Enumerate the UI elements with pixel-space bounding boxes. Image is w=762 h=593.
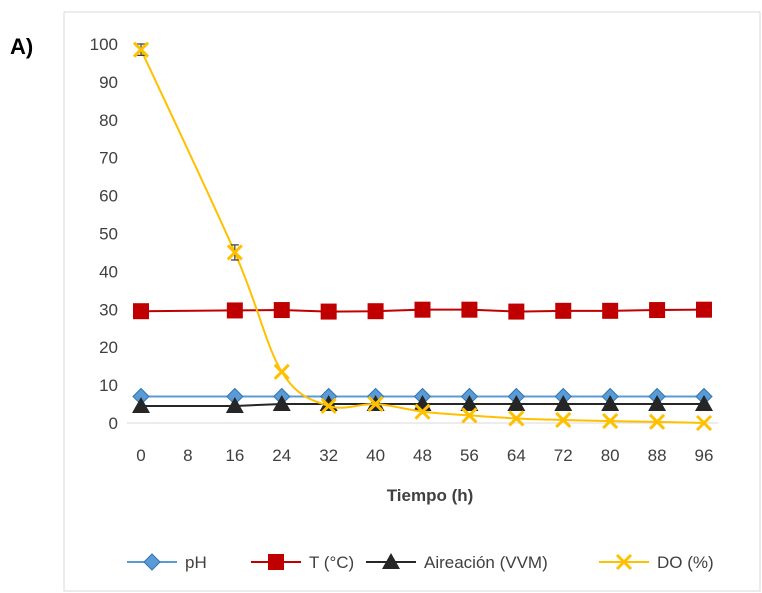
y-tick-label: 60 — [99, 187, 118, 206]
panel-label: A) — [10, 34, 33, 59]
legend-swatch-marker — [143, 553, 161, 571]
data-point — [555, 302, 572, 319]
data-point — [648, 395, 667, 412]
y-tick-label: 50 — [99, 225, 118, 244]
x-axis-title: Tiempo (h) — [387, 486, 474, 505]
x-tick-label: 80 — [601, 446, 620, 465]
data-point — [414, 301, 431, 318]
legend-item: DO (%) — [599, 553, 714, 572]
series-3 — [132, 41, 713, 432]
y-tick-label: 10 — [99, 376, 118, 395]
x-axis-ticks: 0 8 16 24 32 40 48 56 64 72 80 88 96 — [136, 446, 713, 465]
legend-label: DO (%) — [657, 553, 714, 572]
data-point — [507, 395, 526, 412]
legend-label: T (°C) — [309, 553, 354, 572]
legend-item: T (°C) — [251, 553, 354, 572]
data-point — [225, 396, 244, 413]
data-point — [132, 41, 150, 58]
y-tick-label: 100 — [90, 35, 118, 54]
data-point — [696, 301, 712, 318]
data-point — [649, 413, 666, 430]
data-point — [554, 395, 573, 412]
legend-swatch-marker — [615, 553, 633, 571]
data-point — [602, 302, 619, 319]
data-point — [460, 395, 479, 412]
data-point — [508, 410, 525, 427]
legend-item: Aireación (VVM) — [366, 553, 548, 572]
data-point — [555, 411, 572, 429]
legend-swatch-marker — [268, 554, 284, 570]
y-tick-label: 90 — [99, 73, 118, 92]
series-line — [141, 403, 704, 407]
y-tick-label: 30 — [99, 300, 118, 319]
legend: pH T (°C) Aireación (VVM) DO (%) — [127, 553, 714, 572]
y-tick-label: 20 — [99, 338, 118, 357]
x-tick-label: 16 — [225, 446, 244, 465]
data-point — [320, 397, 337, 415]
data-point — [367, 303, 384, 320]
x-tick-label: 32 — [319, 446, 338, 465]
data-point — [273, 302, 290, 319]
x-tick-label: 64 — [507, 446, 526, 465]
data-point — [367, 395, 384, 413]
x-tick-label: 88 — [648, 446, 667, 465]
x-tick-label: 24 — [272, 446, 291, 465]
x-tick-label: 96 — [695, 446, 714, 465]
series-layer — [132, 41, 713, 432]
y-tick-label: 70 — [99, 149, 118, 168]
y-tick-label: 40 — [99, 262, 118, 281]
y-tick-label: 0 — [109, 414, 118, 433]
data-point — [226, 302, 243, 319]
data-point — [133, 303, 149, 320]
data-point — [272, 395, 291, 412]
data-point — [695, 414, 713, 432]
data-point — [695, 395, 713, 412]
legend-label: Aireación (VVM) — [424, 553, 548, 572]
data-point — [461, 407, 478, 424]
legend-label: pH — [185, 553, 207, 572]
x-tick-label: 8 — [183, 446, 192, 465]
legend-swatch-marker — [382, 553, 400, 569]
data-point — [461, 301, 478, 318]
data-point — [508, 303, 525, 320]
y-tick-label: 80 — [99, 111, 118, 130]
data-point — [226, 244, 243, 261]
legend-item: pH — [127, 553, 207, 572]
chart-area-border — [63, 11, 761, 592]
data-point — [649, 302, 666, 319]
data-point — [602, 413, 619, 430]
x-tick-label: 48 — [413, 446, 432, 465]
data-point — [414, 403, 431, 420]
y-axis-ticks: 0 10 20 30 40 50 60 70 80 90 100 — [90, 35, 118, 433]
data-point — [132, 396, 150, 413]
series-1 — [133, 301, 712, 320]
series-line — [140, 49, 705, 424]
data-point — [320, 303, 337, 320]
data-point — [273, 363, 290, 380]
x-tick-label: 56 — [460, 446, 479, 465]
x-tick-label: 72 — [554, 446, 573, 465]
data-point — [601, 395, 620, 412]
x-tick-label: 40 — [366, 446, 385, 465]
x-tick-label: 0 — [136, 446, 145, 465]
